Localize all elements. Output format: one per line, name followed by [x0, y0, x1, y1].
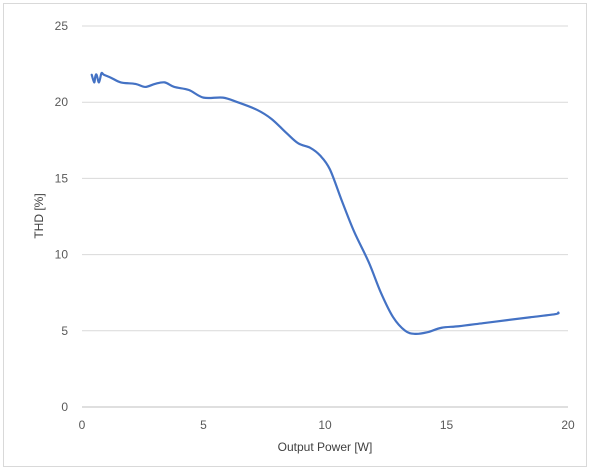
x-tick-label: 0	[79, 418, 86, 432]
x-tick-label: 10	[318, 418, 332, 432]
x-tick-label: 15	[440, 418, 454, 432]
y-tick-label: 25	[55, 19, 69, 33]
y-tick-label: 5	[61, 324, 68, 338]
x-tick-label: 5	[200, 418, 207, 432]
y-axis-ticks: 0 5 10 15 20 25	[55, 19, 69, 414]
y-tick-label: 15	[55, 171, 69, 185]
y-tick-label: 0	[61, 400, 68, 414]
x-axis-ticks: 0 5 10 15 20	[79, 418, 575, 432]
y-axis-title: THD [%]	[32, 193, 46, 238]
series-line	[90, 71, 560, 335]
y-tick-label: 10	[55, 248, 69, 262]
gridlines	[82, 25, 568, 408]
x-axis-title: Output Power [W]	[278, 440, 373, 454]
y-tick-label: 20	[55, 95, 69, 109]
x-tick-label: 20	[561, 418, 575, 432]
